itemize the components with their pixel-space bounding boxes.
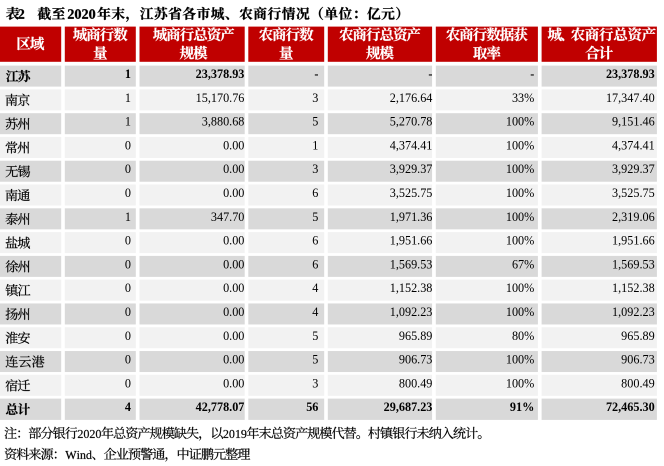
svg-text:3: 3 xyxy=(312,91,318,105)
svg-text:965.89: 965.89 xyxy=(621,329,655,343)
svg-text:906.73: 906.73 xyxy=(621,353,655,367)
svg-text:4: 4 xyxy=(312,305,318,319)
svg-text:72,465.30: 72,465.30 xyxy=(606,400,655,414)
svg-text:0.00: 0.00 xyxy=(223,138,244,152)
svg-text:-: - xyxy=(530,67,534,81)
svg-text:1,152.38: 1,152.38 xyxy=(390,281,433,295)
svg-text:965.89: 965.89 xyxy=(399,329,433,343)
svg-text:15,170.76: 15,170.76 xyxy=(196,91,245,105)
svg-text:5: 5 xyxy=(312,115,318,129)
svg-text:-: - xyxy=(428,67,432,81)
svg-text:0: 0 xyxy=(125,138,131,152)
svg-text:800.49: 800.49 xyxy=(399,376,433,390)
svg-text:29,687.23: 29,687.23 xyxy=(384,400,433,414)
svg-text:1: 1 xyxy=(125,210,131,224)
svg-text:0.00: 0.00 xyxy=(223,186,244,200)
svg-text:4: 4 xyxy=(125,400,131,414)
svg-text:0.00: 0.00 xyxy=(223,162,244,176)
svg-text:3,929.37: 3,929.37 xyxy=(390,162,433,176)
svg-text:1: 1 xyxy=(312,138,318,152)
svg-text:0: 0 xyxy=(125,353,131,367)
svg-text:100%: 100% xyxy=(506,162,534,176)
svg-text:100%: 100% xyxy=(506,210,534,224)
svg-text:0: 0 xyxy=(125,162,131,176)
svg-text:100%: 100% xyxy=(506,353,534,367)
svg-text:6: 6 xyxy=(312,234,318,248)
svg-text:100%: 100% xyxy=(506,305,534,319)
svg-text:5: 5 xyxy=(312,329,318,343)
svg-text:1: 1 xyxy=(125,91,131,105)
svg-text:1,152.38: 1,152.38 xyxy=(612,281,655,295)
svg-text:100%: 100% xyxy=(506,115,534,129)
svg-text:0.00: 0.00 xyxy=(223,257,244,271)
svg-text:6: 6 xyxy=(312,257,318,271)
svg-text:0: 0 xyxy=(125,257,131,271)
svg-text:100%: 100% xyxy=(506,281,534,295)
svg-text:23,378.93: 23,378.93 xyxy=(196,67,245,81)
svg-text:906.73: 906.73 xyxy=(399,353,433,367)
svg-text:0: 0 xyxy=(125,305,131,319)
svg-text:1: 1 xyxy=(125,115,131,129)
svg-text:0: 0 xyxy=(125,186,131,200)
svg-text:100%: 100% xyxy=(506,376,534,390)
svg-text:1,569.53: 1,569.53 xyxy=(390,257,433,271)
svg-text:100%: 100% xyxy=(506,186,534,200)
svg-text:2,319.06: 2,319.06 xyxy=(612,210,655,224)
svg-text:2,176.64: 2,176.64 xyxy=(390,91,433,105)
svg-text:0.00: 0.00 xyxy=(223,329,244,343)
svg-text:33%: 33% xyxy=(512,91,534,105)
svg-text:3: 3 xyxy=(312,162,318,176)
svg-text:0.00: 0.00 xyxy=(223,234,244,248)
svg-text:3,525.75: 3,525.75 xyxy=(612,186,655,200)
svg-text:0: 0 xyxy=(125,281,131,295)
svg-text:0.00: 0.00 xyxy=(223,376,244,390)
svg-text:5,270.78: 5,270.78 xyxy=(390,115,433,129)
svg-text:3,525.75: 3,525.75 xyxy=(390,186,433,200)
svg-text:0: 0 xyxy=(125,376,131,390)
svg-text:3: 3 xyxy=(312,376,318,390)
svg-text:6: 6 xyxy=(312,186,318,200)
svg-text:347.70: 347.70 xyxy=(211,210,245,224)
svg-text:0.00: 0.00 xyxy=(223,353,244,367)
svg-text:0: 0 xyxy=(125,329,131,343)
svg-text:3,929.37: 3,929.37 xyxy=(612,162,655,176)
svg-text:4: 4 xyxy=(312,281,318,295)
svg-text:9,151.46: 9,151.46 xyxy=(612,115,655,129)
svg-text:56: 56 xyxy=(306,400,318,414)
svg-text:4,374.41: 4,374.41 xyxy=(612,138,655,152)
svg-text:1,092.23: 1,092.23 xyxy=(390,305,433,319)
svg-text:0.00: 0.00 xyxy=(223,281,244,295)
svg-text:80%: 80% xyxy=(512,329,534,343)
svg-text:5: 5 xyxy=(312,210,318,224)
svg-text:67%: 67% xyxy=(512,257,534,271)
svg-text:42,778.07: 42,778.07 xyxy=(196,400,245,414)
svg-text:4,374.41: 4,374.41 xyxy=(390,138,433,152)
svg-text:-: - xyxy=(314,67,318,81)
svg-text:1,092.23: 1,092.23 xyxy=(612,305,655,319)
svg-text:1,951.66: 1,951.66 xyxy=(612,234,655,248)
svg-text:800.49: 800.49 xyxy=(621,376,655,390)
svg-text:0: 0 xyxy=(125,234,131,248)
svg-text:23,378.93: 23,378.93 xyxy=(606,67,655,81)
svg-text:0.00: 0.00 xyxy=(223,305,244,319)
svg-text:1,971.36: 1,971.36 xyxy=(390,210,433,224)
svg-text:100%: 100% xyxy=(506,138,534,152)
svg-text:3,880.68: 3,880.68 xyxy=(202,115,245,129)
svg-text:100%: 100% xyxy=(506,234,534,248)
svg-text:1,951.66: 1,951.66 xyxy=(390,234,433,248)
svg-text:1: 1 xyxy=(125,67,131,81)
svg-text:1,569.53: 1,569.53 xyxy=(612,257,655,271)
svg-text:17,347.40: 17,347.40 xyxy=(606,91,655,105)
svg-text:5: 5 xyxy=(312,353,318,367)
svg-text:91%: 91% xyxy=(510,400,534,414)
